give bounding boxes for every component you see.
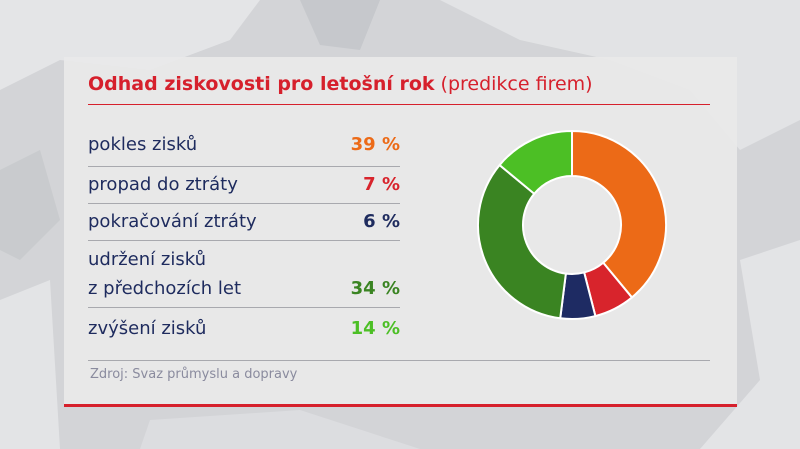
legend-value: 7 % xyxy=(363,174,400,195)
legend-item: propad do ztráty 7 % xyxy=(88,170,400,199)
source-note: Zdroj: Svaz průmyslu a dopravy xyxy=(90,367,298,382)
donut-slice xyxy=(477,163,567,320)
legend-label: zvýšení zisků xyxy=(88,318,207,339)
legend-value: 34 % xyxy=(350,278,400,299)
legend-item: zvýšení zisků 14 % xyxy=(88,314,400,343)
legend-label: z předchozích let xyxy=(88,278,242,299)
legend-item: pokles zisků 39 % xyxy=(88,130,400,159)
legend-label: pokračování ztráty xyxy=(88,211,257,232)
source-divider xyxy=(88,360,710,361)
legend-value: 6 % xyxy=(363,211,400,232)
chart-subtitle: (predikce firem) xyxy=(440,73,593,95)
title-underline xyxy=(88,104,710,105)
chart-title-main: Odhad ziskovosti pro letošní rok xyxy=(88,73,435,95)
legend-row-divider xyxy=(88,307,400,308)
chart-title: Odhad ziskovosti pro letošní rok (predikc… xyxy=(88,64,593,104)
legend-label: udržení zisků xyxy=(88,249,206,270)
legend-row-divider xyxy=(88,166,400,167)
legend-value: 39 % xyxy=(350,134,400,155)
legend-item: udržení zisků z předchozích let 34 % xyxy=(88,245,400,303)
legend-label: propad do ztráty xyxy=(88,174,238,195)
legend-item: pokračování ztráty 6 % xyxy=(88,207,400,236)
legend-row-divider xyxy=(88,240,400,241)
donut-chart xyxy=(477,129,667,320)
card-bottom-accent-bar xyxy=(64,404,737,407)
legend-label: pokles zisků xyxy=(88,134,198,155)
donut-slice xyxy=(571,129,667,299)
legend-value: 14 % xyxy=(350,318,400,339)
legend-row-divider xyxy=(88,203,400,204)
donut-slice xyxy=(498,129,573,196)
